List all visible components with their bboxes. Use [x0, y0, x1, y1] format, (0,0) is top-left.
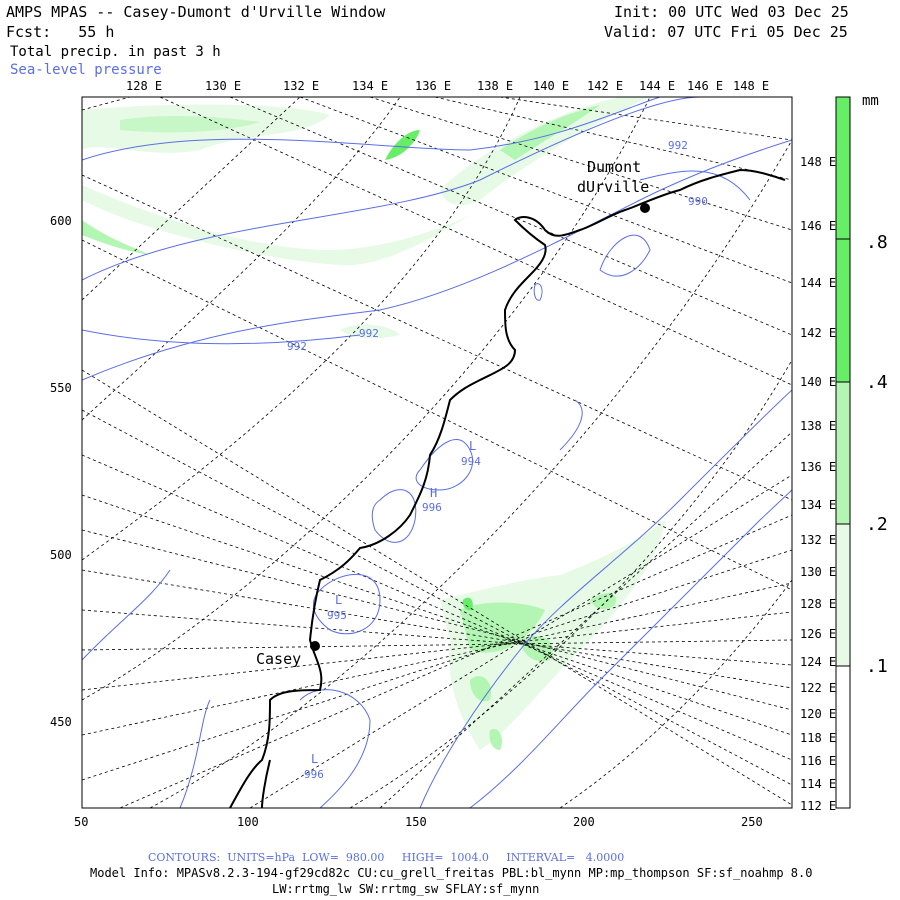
right-lon-label: 138 E	[800, 419, 837, 433]
bottom-grid-label: 200	[573, 815, 595, 829]
low-center: L	[469, 439, 477, 453]
valid-time: Valid: 07 UTC Fri 05 Dec 25	[604, 23, 848, 41]
isobar-label: 992	[287, 340, 307, 353]
top-lon-label: 136 E	[415, 79, 452, 93]
right-lon-label: 144 E	[800, 276, 837, 290]
bottom-grid-label: 150	[405, 815, 427, 829]
colorbar-swatch-04	[836, 382, 850, 524]
colorbar-level: .1	[866, 656, 888, 677]
right-lon-label: 140 E	[800, 375, 837, 389]
colorbar	[835, 96, 851, 809]
latitude-grid	[82, 97, 792, 808]
top-lon-label: 134 E	[352, 79, 389, 93]
bottom-grid-label: 250	[741, 815, 763, 829]
right-lon-label: 128 E	[800, 597, 837, 611]
overlay-label: Sea-level pressure	[10, 62, 162, 78]
isobar-label: 992	[359, 327, 379, 340]
isobar-label: 996	[422, 501, 442, 514]
right-lon-label: 134 E	[800, 498, 837, 512]
isobar-label: 994	[461, 455, 481, 468]
right-lon-label: 142 E	[800, 326, 837, 340]
colorbar-swatch-08	[836, 239, 850, 382]
left-grid-label: 550	[50, 381, 72, 395]
contour-info: CONTOURS: UNITS=hPa LOW= 980.00 HIGH= 10…	[148, 851, 625, 864]
precip-shading	[82, 97, 665, 750]
right-lon-label: 116 E	[800, 754, 837, 768]
station-dumont-label-1: Dumont	[587, 158, 642, 176]
right-lon-label: 126 E	[800, 627, 837, 641]
top-lon-label: 142 E	[587, 79, 624, 93]
left-grid-label: 500	[50, 548, 72, 562]
field-label: Total precip. in past 3 h	[10, 44, 221, 60]
isobars	[82, 97, 792, 808]
high-center: H	[430, 486, 438, 500]
low-center: L	[311, 752, 319, 766]
longitude-grid	[82, 97, 792, 808]
right-lon-label: 120 E	[800, 707, 837, 721]
top-lon-label: 144 E	[639, 79, 676, 93]
init-time: Init: 00 UTC Wed 03 Dec 25	[614, 3, 849, 21]
station-casey-label: Casey	[256, 650, 302, 668]
top-lon-label: 132 E	[283, 79, 320, 93]
right-lon-label: 122 E	[800, 681, 837, 695]
right-lon-label: 124 E	[800, 655, 837, 669]
right-lon-label: 148 E	[800, 155, 837, 169]
model-info-1: Model Info: MPASv8.2.3-194-gf29cd82c CU:…	[90, 866, 813, 880]
top-lon-label: 138 E	[477, 79, 514, 93]
colorbar-level: .2	[866, 514, 888, 535]
model-info-2: LW:rrtmg_lw SW:rrtmg_sw SFLAY:sf_mynn	[272, 882, 540, 896]
isobar-label: 992	[668, 139, 688, 152]
isobar-label: 996	[304, 768, 324, 781]
top-lon-label: 130 E	[205, 79, 242, 93]
bottom-grid-label: 50	[74, 815, 89, 829]
isobar-label: 990	[688, 195, 708, 208]
station-dumont-durville-marker	[640, 203, 650, 213]
left-grid-label: 450	[50, 715, 72, 729]
right-lon-label: 146 E	[800, 219, 837, 233]
low-center: L	[335, 593, 343, 607]
colorbar-level: .8	[866, 232, 888, 253]
right-lon-label: 114 E	[800, 777, 837, 791]
colorbar-swatch-01	[836, 666, 850, 808]
bottom-grid-label: 100	[237, 815, 259, 829]
right-lon-label: 136 E	[800, 460, 837, 474]
top-lon-label: 148 E	[733, 79, 770, 93]
right-lon-label: 130 E	[800, 565, 837, 579]
top-lon-label: 140 E	[533, 79, 570, 93]
map-title: AMPS MPAS -- Casey-Dumont d'Urville Wind…	[6, 3, 386, 21]
left-grid-label: 600	[50, 214, 72, 228]
right-lon-label: 118 E	[800, 731, 837, 745]
isobar-label: 995	[327, 609, 347, 622]
station-dumont-label-2: dUrville	[577, 178, 650, 196]
colorbar-swatch-heavy	[836, 97, 850, 239]
right-lon-label: 112 E	[800, 799, 837, 813]
colorbar-unit: mm	[862, 93, 879, 109]
top-lon-label: 128 E	[126, 79, 163, 93]
station-casey-marker	[310, 641, 320, 651]
coastline	[229, 168, 786, 808]
right-lon-label: 132 E	[800, 533, 837, 547]
colorbar-swatch-02	[836, 524, 850, 666]
forecast-hour: Fcst: 55 h	[6, 23, 115, 41]
map-frame	[81, 96, 793, 809]
top-lon-label: 146 E	[687, 79, 724, 93]
colorbar-level: .4	[866, 372, 888, 393]
